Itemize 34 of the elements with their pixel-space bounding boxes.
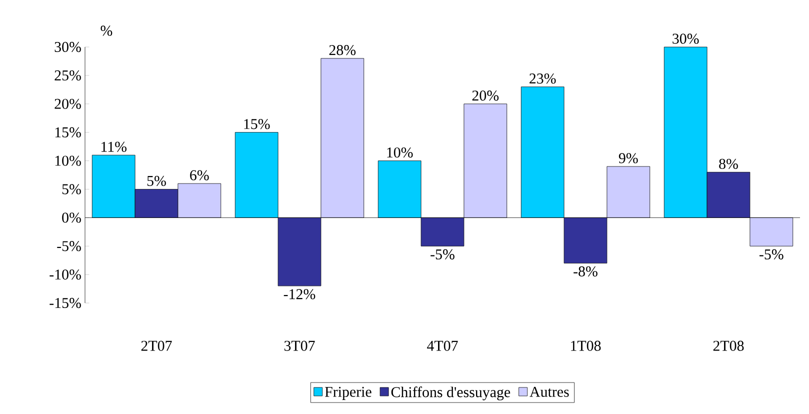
y-tick-label: 15% (55, 127, 81, 138)
y-tick-label: -5% (57, 241, 81, 252)
data-label: -12% (284, 289, 316, 300)
y-tick-label: 20% (54, 98, 81, 109)
data-label: -5% (430, 249, 454, 260)
x-tick-label: 3T07 (284, 340, 315, 351)
data-label: 5% (147, 176, 166, 186)
data-label: 15% (244, 119, 270, 130)
y-axis-title: % (100, 26, 112, 36)
data-label: 6% (190, 170, 209, 180)
x-tick-label: 2T08 (713, 340, 744, 351)
y-tick-label: 5% (62, 184, 81, 194)
legend-label: Friperie (324, 386, 372, 400)
data-label: 11% (101, 142, 127, 152)
data-label: 28% (329, 45, 356, 56)
y-tick-label: -15% (50, 298, 81, 308)
x-tick-label: 1T08 (571, 340, 601, 351)
data-label: -5% (760, 249, 784, 260)
data-label: 20% (472, 90, 499, 101)
y-tick-label: 10% (55, 156, 81, 166)
data-label: 30% (672, 34, 699, 44)
y-tick-label: 0% (62, 212, 81, 223)
data-label: -8% (574, 266, 598, 277)
legend-label: Autres (530, 386, 569, 397)
x-tick-label: 4T07 (427, 340, 458, 351)
data-label: 8% (719, 158, 738, 169)
data-label: 10% (387, 147, 413, 158)
y-tick-label: 30% (54, 42, 81, 52)
y-tick-label: -10% (50, 269, 81, 280)
x-tick-label: 2T07 (141, 340, 172, 351)
legend-label: Chiffons d'essuyage (391, 386, 510, 400)
data-label: 23% (530, 73, 556, 84)
data-label: 9% (618, 153, 638, 164)
y-tick-label: 25% (54, 70, 81, 81)
